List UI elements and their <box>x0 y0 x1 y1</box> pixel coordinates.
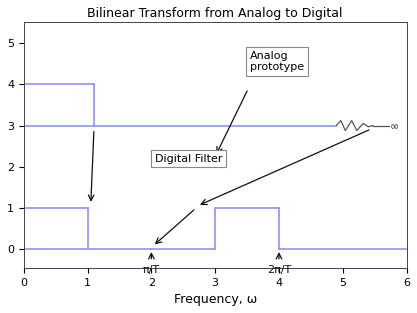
Text: ∞: ∞ <box>390 122 399 132</box>
Text: Analog
prototype: Analog prototype <box>250 51 304 73</box>
Title: Bilinear Transform from Analog to Digital: Bilinear Transform from Analog to Digita… <box>88 7 343 20</box>
Text: 2π/T: 2π/T <box>267 265 291 275</box>
Text: Digital Filter: Digital Filter <box>155 154 222 163</box>
Text: π/T: π/T <box>143 265 160 275</box>
X-axis label: Frequency, ω: Frequency, ω <box>173 293 257 306</box>
